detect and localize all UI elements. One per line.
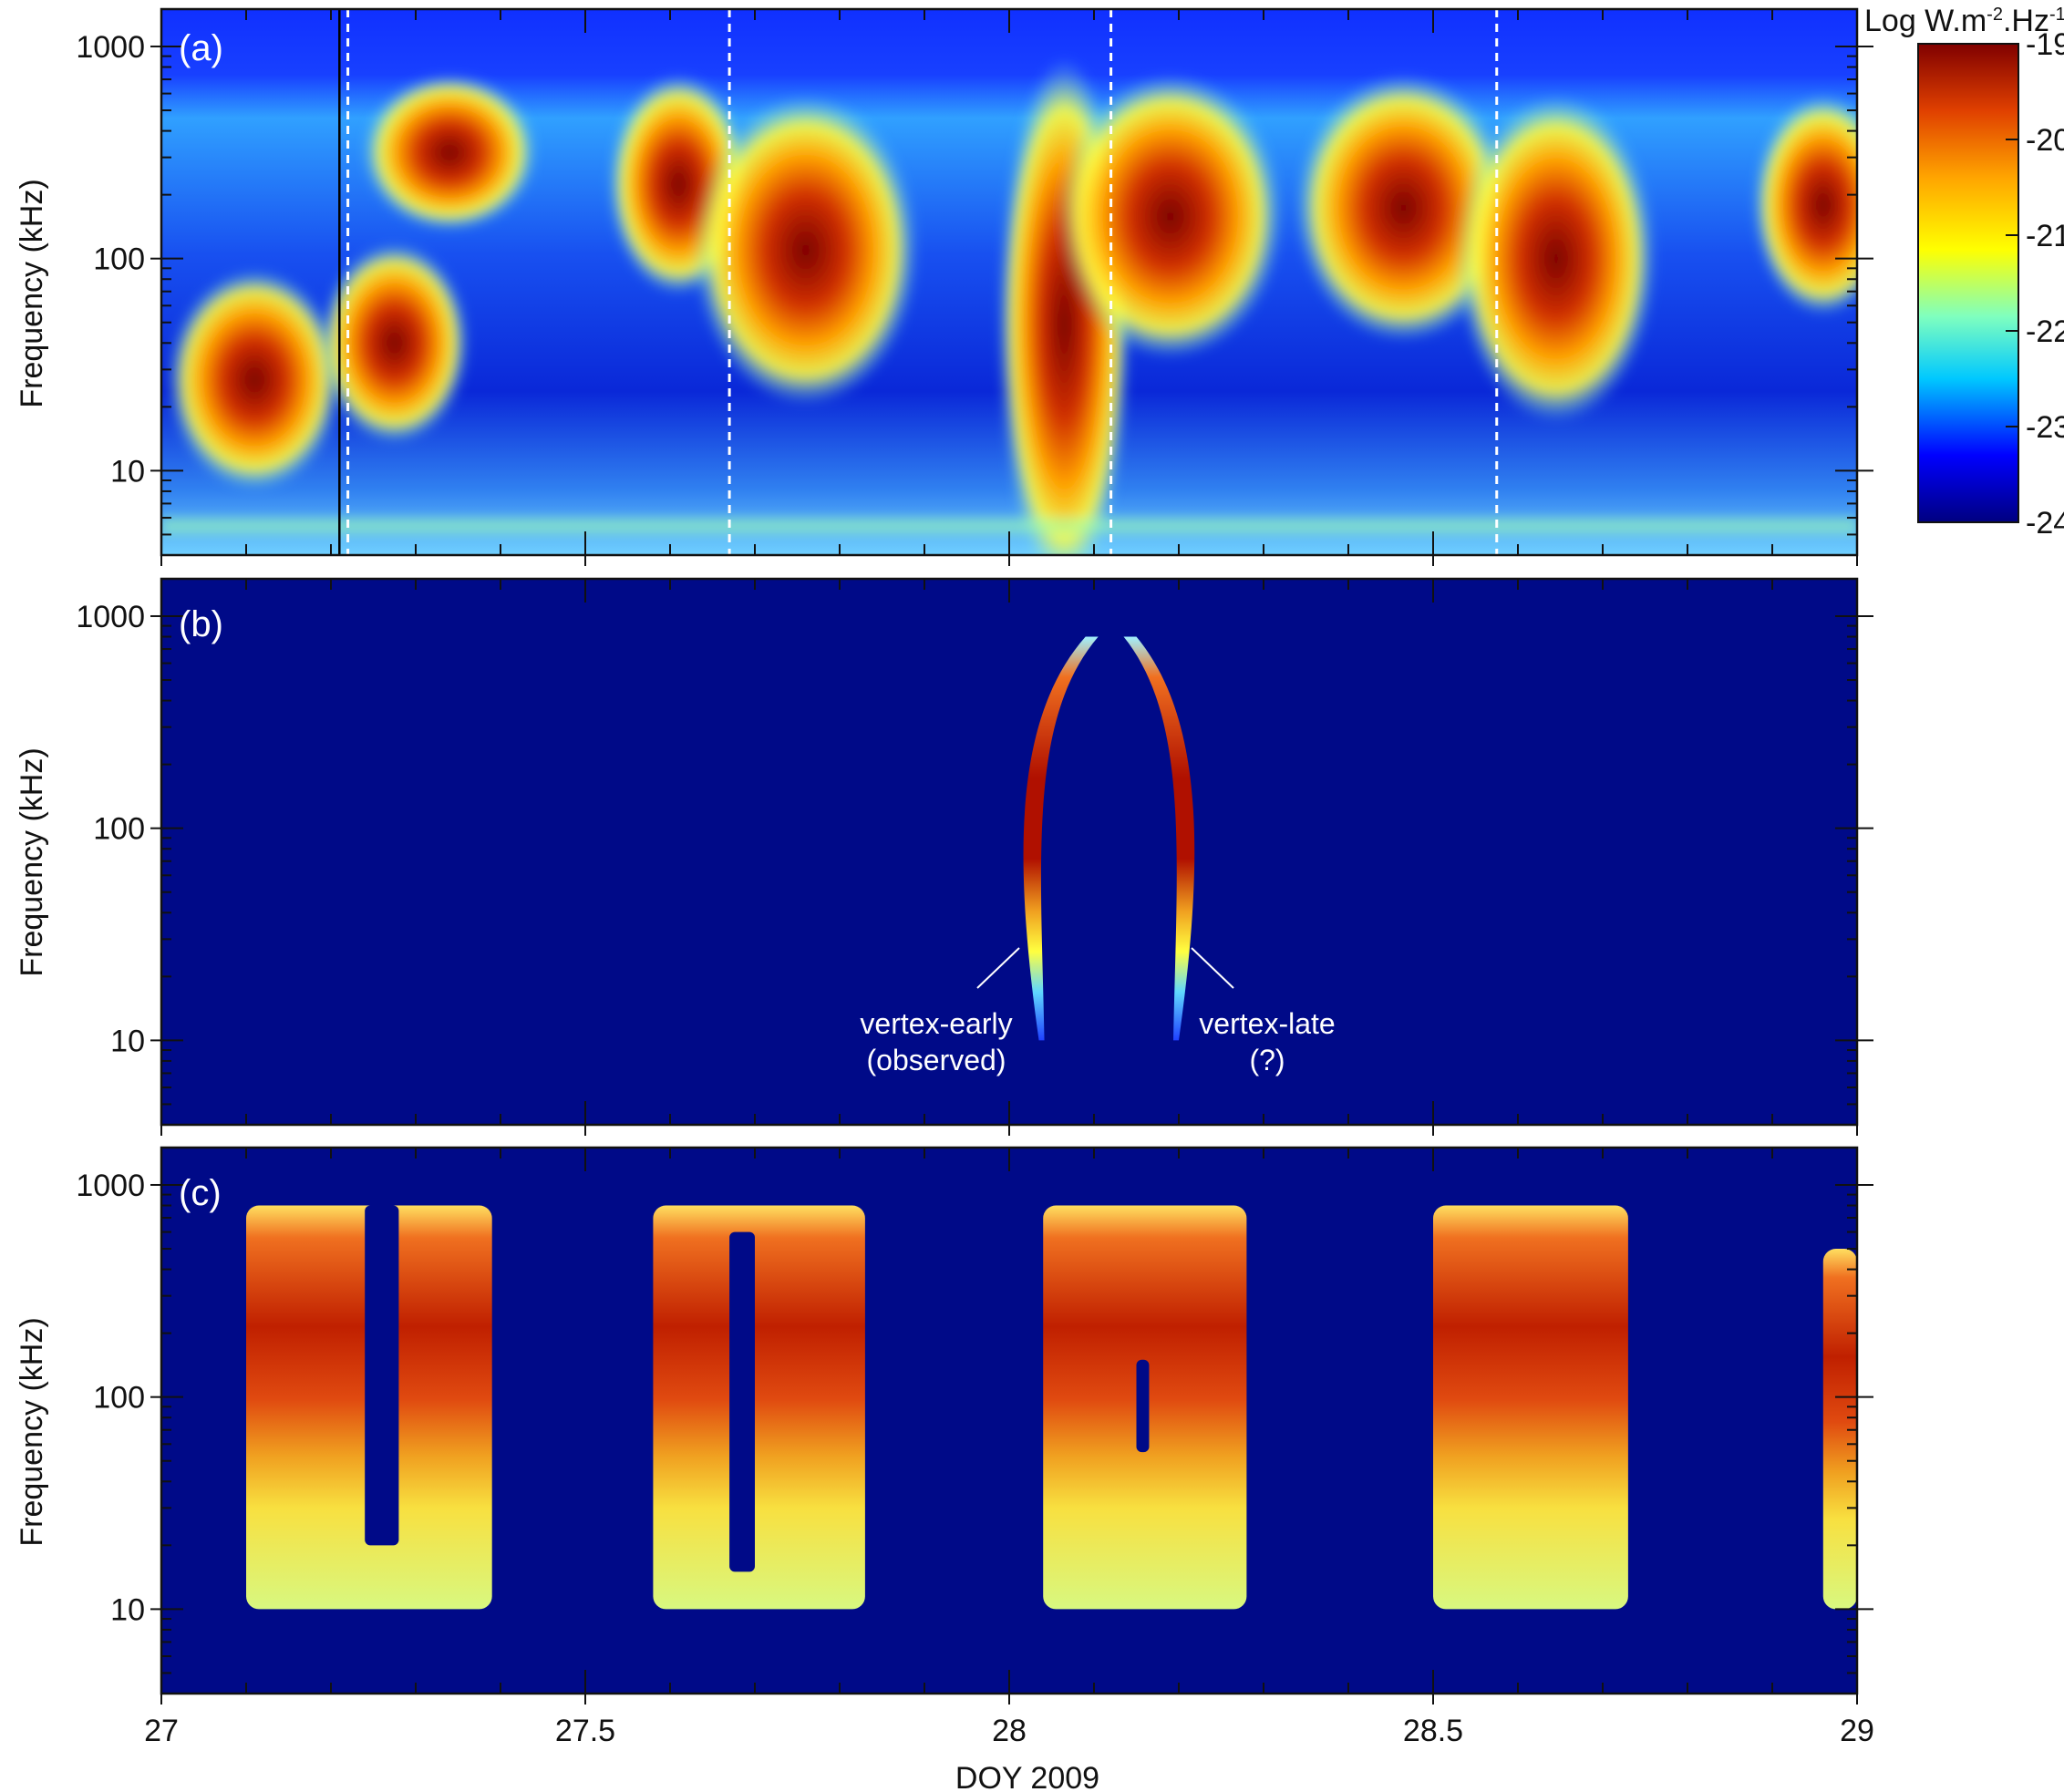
panel-a xyxy=(161,9,1857,555)
y-tick-label: 1000 xyxy=(76,600,145,634)
panel-b-label: (b) xyxy=(179,604,223,644)
panel-a-markers xyxy=(338,9,1499,555)
colorbar-tick-label: -20 xyxy=(2026,123,2064,158)
y-axis-label-b: Frequency (kHz) xyxy=(15,747,49,976)
low-frequency-band xyxy=(161,518,1857,535)
x-tick-label: 27 xyxy=(144,1714,179,1748)
colorbar-title-exp1: -2 xyxy=(1987,5,2003,25)
colorbar-title-mid: .Hz xyxy=(2003,4,2049,38)
y-tick-label: 1000 xyxy=(76,30,145,65)
emission-region-4 xyxy=(693,94,919,407)
y-axis-label-c: Frequency (kHz) xyxy=(15,1317,49,1546)
y-axis-label-a: Frequency (kHz) xyxy=(15,179,49,407)
emission-block-1 xyxy=(653,1205,865,1610)
y-tick-label: 100 xyxy=(93,1381,145,1416)
emission-region-9 xyxy=(1752,94,1857,316)
emission-region-8 xyxy=(1456,94,1656,423)
colorbar-tick-label: -19 xyxy=(2026,27,2064,62)
vertex-early-label: vertex-early xyxy=(860,1007,1012,1040)
x-tick-label: 28 xyxy=(992,1714,1027,1748)
colorbar-tick-label: -22 xyxy=(2026,314,2064,349)
y-tick-label: 10 xyxy=(110,1024,145,1058)
vertex-late-arc xyxy=(1123,636,1195,1041)
emission-region-2 xyxy=(362,74,537,232)
axes: 10 100 1000 10 100 1000 10 100 1000 27 27.5 28 28.5 2… xyxy=(76,7,1874,1748)
panel-b-background xyxy=(161,579,1857,1125)
colorbar-tick-label: -23 xyxy=(2026,410,2064,445)
colorbar-tick-label: -24 xyxy=(2026,506,2064,541)
vertex-late-label: vertex-late xyxy=(1199,1007,1335,1040)
x-tick-label: 27.5 xyxy=(555,1714,615,1748)
vertex-early-pointer xyxy=(976,947,1020,989)
block-gap-1 xyxy=(729,1231,755,1572)
colorbar-tick-label: -21 xyxy=(2026,219,2064,253)
panel-a-label: (a) xyxy=(179,28,223,68)
x-tick-label: 28.5 xyxy=(1403,1714,1463,1748)
colorbar-ticks: -19 -20 -21 -22 -23 -24 xyxy=(2006,27,2064,541)
colorbar-gradient xyxy=(1917,43,2019,523)
colorbar-title-exp2: -1 xyxy=(2049,5,2064,25)
y-tick-label: 100 xyxy=(93,242,145,277)
y-tick-label: 10 xyxy=(110,1592,145,1627)
vertex-late-pointer xyxy=(1191,947,1234,989)
y-tick-label: 1000 xyxy=(76,1169,145,1203)
panel-b-arcs xyxy=(1023,636,1195,1041)
panel-c-blocks xyxy=(246,1205,1857,1610)
y-tick-label: 100 xyxy=(93,812,145,847)
vertex-early-sublabel: (observed) xyxy=(867,1044,1006,1076)
emission-block-4 xyxy=(1822,1249,1857,1610)
emission-block-3 xyxy=(1433,1205,1628,1610)
colorbar-title-base: Log W.m xyxy=(1864,4,1987,38)
vertex-early-arc xyxy=(1023,636,1099,1041)
block-gap-2 xyxy=(1136,1359,1150,1453)
panel-b xyxy=(161,579,1857,1125)
vertex-late-sublabel: (?) xyxy=(1249,1044,1285,1076)
emission-region-0 xyxy=(167,269,343,490)
emission-region-6 xyxy=(1058,74,1284,359)
colorbar-title: Log W.m-2.Hz-1 xyxy=(1864,4,2064,38)
emission-region-1 xyxy=(319,242,470,444)
panel-c xyxy=(161,1148,1857,1694)
y-tick-label: 10 xyxy=(110,454,145,489)
x-tick-label: 29 xyxy=(1840,1714,1874,1748)
panel-c-label: (c) xyxy=(179,1173,222,1213)
panel-a-emission-regions xyxy=(161,57,1857,555)
colorbar: Log W.m-2.Hz-1 -19 -20 -21 -22 -23 -24 xyxy=(1864,4,2064,541)
block-gap-0 xyxy=(365,1205,399,1546)
x-axis-label: DOY 2009 xyxy=(955,1761,1099,1792)
